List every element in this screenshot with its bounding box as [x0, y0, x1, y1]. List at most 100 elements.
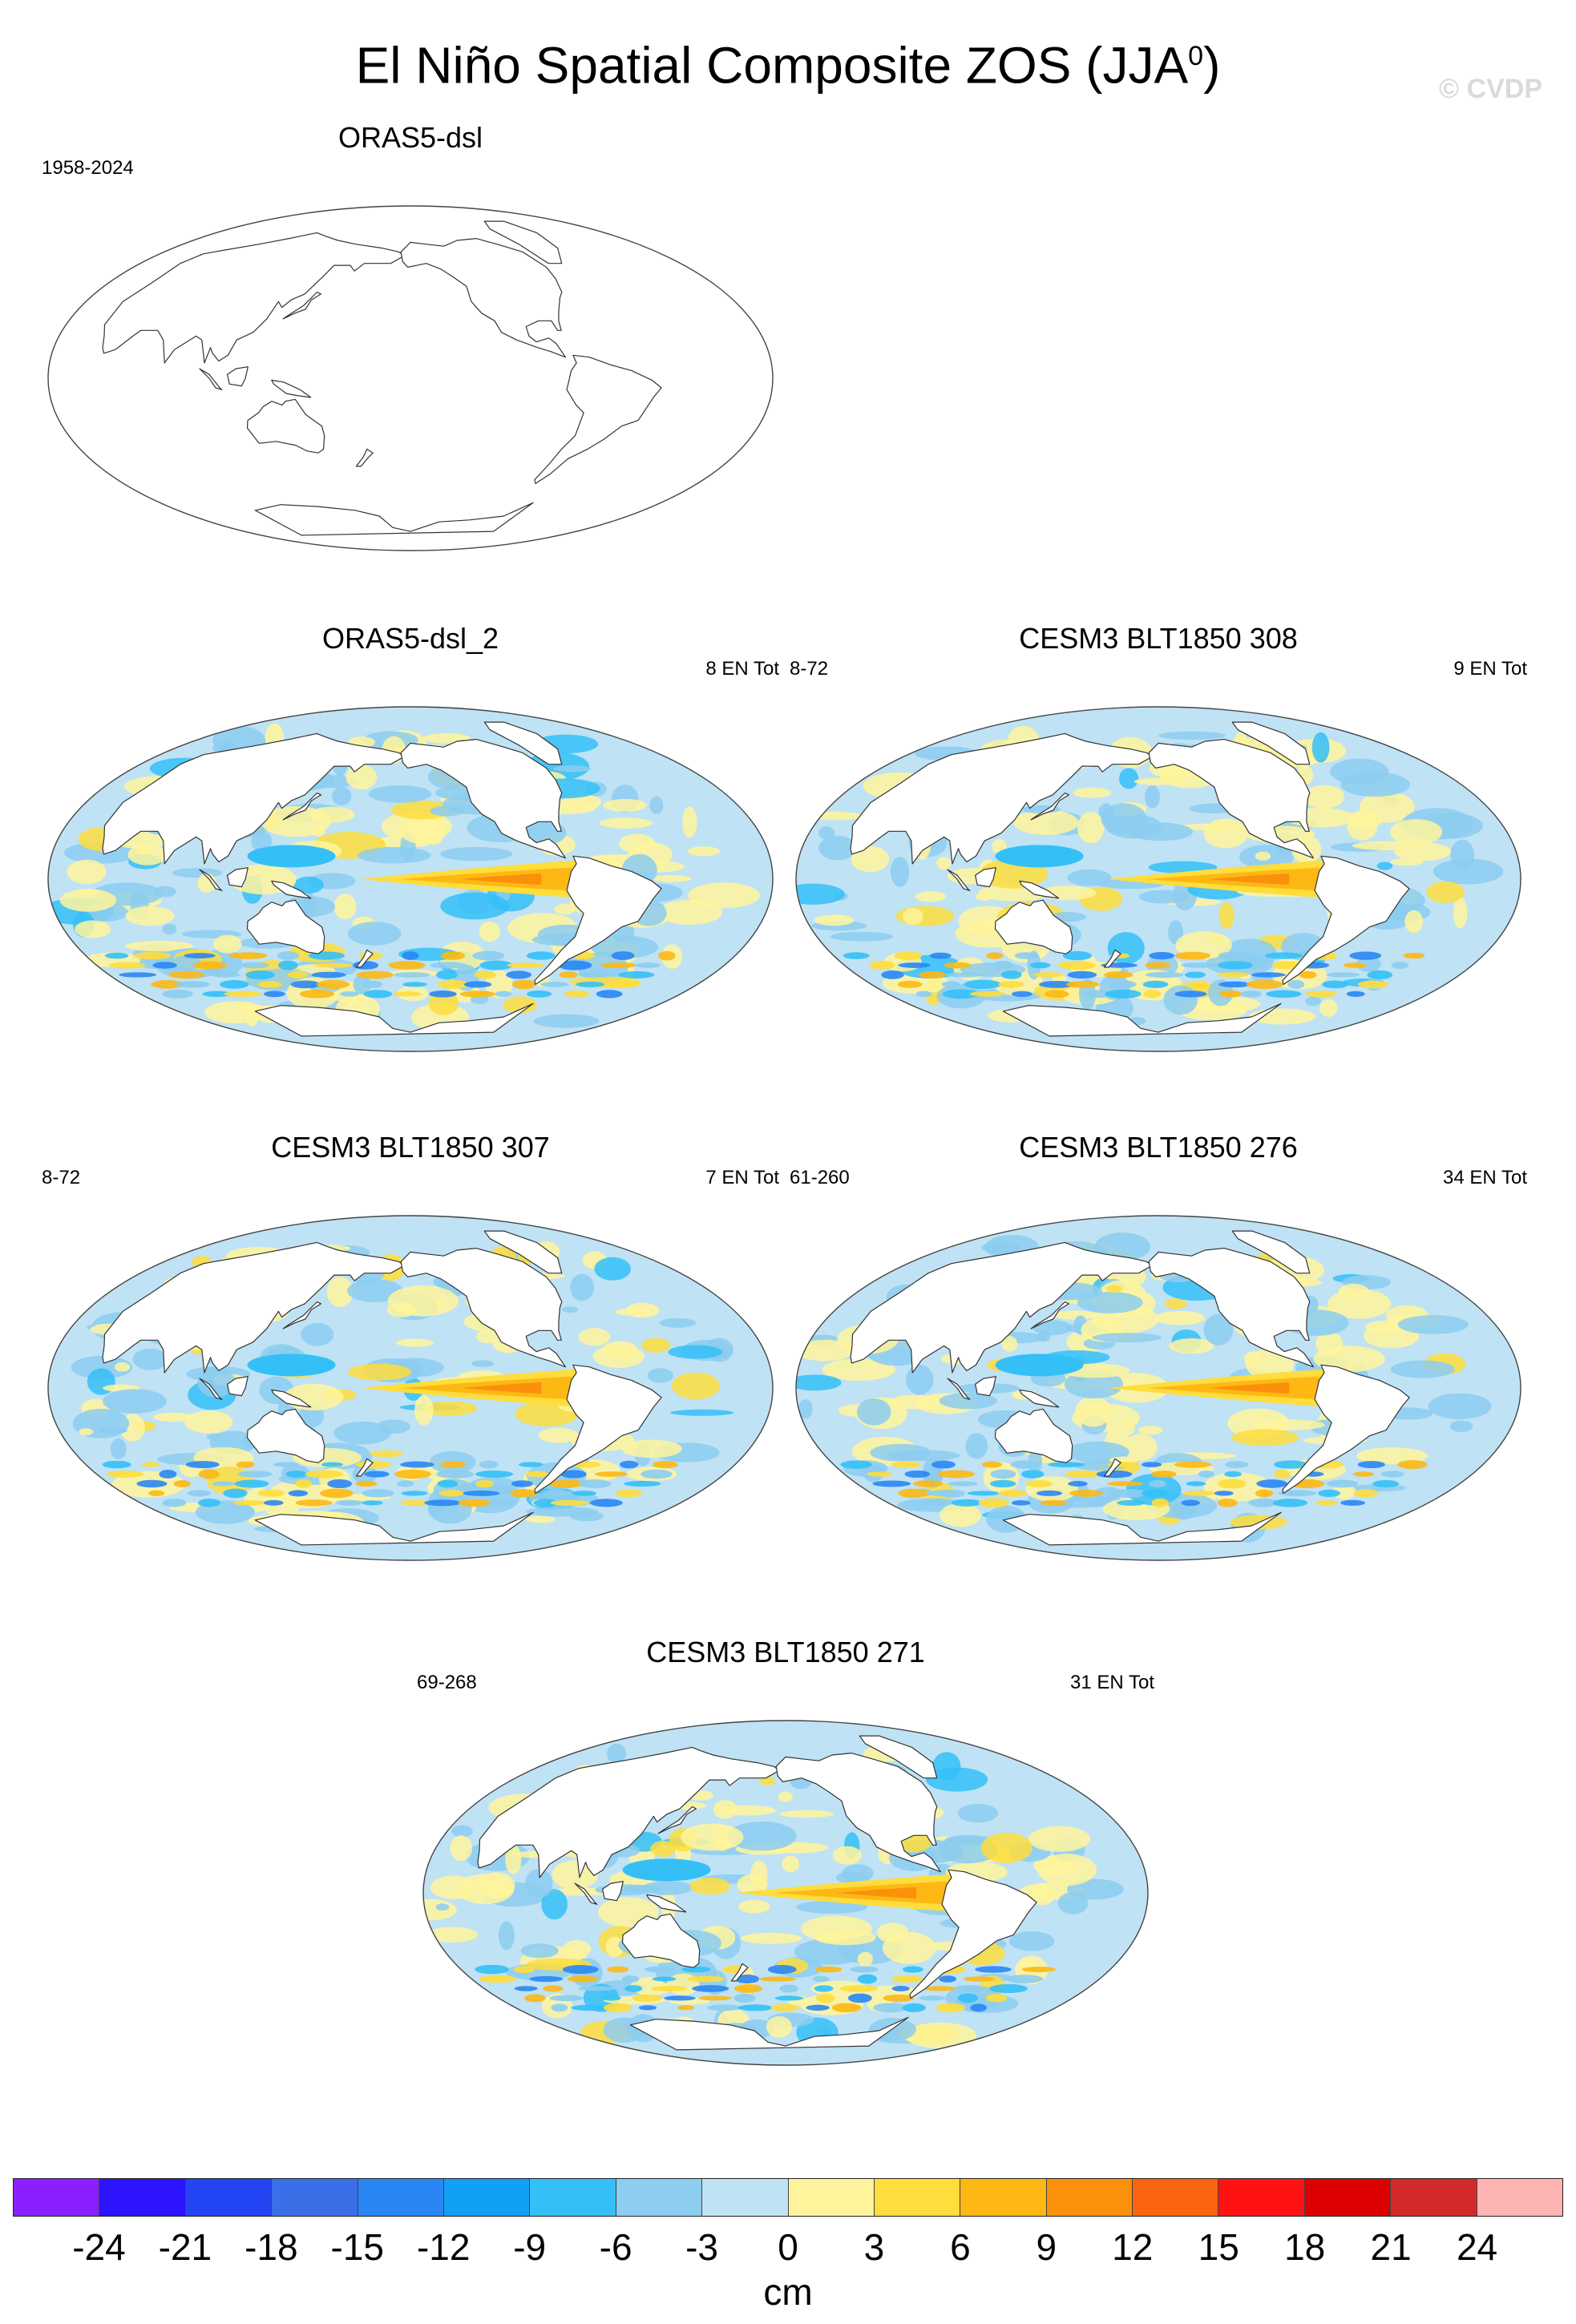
land-mass — [975, 1376, 996, 1397]
southern-ocean-eddy — [479, 1975, 517, 1983]
land-mass — [646, 1894, 687, 1913]
anomaly-patch — [132, 1348, 168, 1370]
colorbar-swatch — [702, 2179, 789, 2216]
land-mass — [1002, 1003, 1282, 1037]
anomaly-patch — [796, 1900, 868, 1914]
southern-ocean-eddy — [578, 1986, 616, 1991]
colorbar-tick-label: -21 — [158, 2226, 212, 2268]
colorbar-swatch — [616, 2179, 703, 2216]
southern-ocean-eddy — [285, 1471, 308, 1478]
anomaly-patch — [1426, 881, 1465, 903]
anomaly-patch — [798, 1399, 813, 1419]
southern-ocean-eddy — [578, 1479, 612, 1488]
anomaly-patch — [1053, 1310, 1098, 1320]
colorbar-swatch — [1304, 2179, 1392, 2216]
southern-ocean-eddy — [437, 979, 469, 989]
anomaly-patch — [369, 1450, 403, 1458]
anomaly-patch — [358, 847, 431, 864]
panel-cesm3-276: CESM3 BLT1850 276 61-260 34 EN Tot — [790, 1130, 1527, 1627]
southern-ocean-eddy — [151, 980, 184, 989]
anomaly-patch — [650, 1841, 677, 1858]
southern-ocean-eddy — [220, 979, 249, 989]
southern-ocean-eddy — [363, 990, 393, 999]
southern-ocean-eddy — [1067, 970, 1097, 979]
anomaly-patch — [505, 1845, 522, 1874]
anomaly-patch — [809, 811, 863, 821]
colorbar-tick-label: 12 — [1112, 2226, 1154, 2268]
el-nino-warm-tongue — [460, 873, 542, 886]
southern-ocean-eddy — [658, 950, 676, 961]
southern-ocean-eddy — [600, 962, 636, 969]
southern-ocean-eddy — [321, 1462, 343, 1467]
map-border — [47, 205, 774, 551]
southern-ocean-eddy — [1011, 1500, 1031, 1506]
anomaly-patch — [1077, 1292, 1143, 1313]
colorbar-tick-label: 3 — [863, 2226, 885, 2268]
anomaly-patch — [726, 1822, 797, 1851]
anomaly-patch — [1075, 1396, 1112, 1427]
southern-ocean-eddy — [1151, 1498, 1170, 1507]
anomaly-patch — [1255, 851, 1271, 861]
land-mass — [271, 379, 312, 398]
southern-ocean-eddy — [898, 962, 931, 968]
southern-ocean-eddy — [257, 1489, 285, 1497]
land-mass — [271, 1389, 312, 1408]
southern-ocean-eddy — [1225, 1461, 1249, 1468]
land-mass — [483, 721, 563, 765]
southern-ocean-eddy — [277, 960, 298, 970]
land-mass — [1002, 1511, 1282, 1546]
southern-ocean-eddy — [320, 1488, 354, 1499]
southern-ocean-eddy — [518, 1462, 544, 1467]
western-pacific-cool-anomaly — [622, 1858, 711, 1882]
southern-ocean-eddy — [615, 1489, 643, 1498]
southern-ocean-eddy — [1005, 1975, 1044, 1983]
panel-oras5-dsl: ORAS5-dsl 1958-2024 — [42, 120, 779, 617]
colorbar-tick-label: -12 — [416, 2226, 471, 2268]
anomaly-patch — [888, 1394, 940, 1410]
anomaly-patch — [599, 817, 653, 829]
colorbar-swatch — [1477, 2179, 1563, 2216]
anomaly-patch — [980, 1832, 1032, 1863]
southern-ocean-eddy — [919, 1995, 946, 2001]
southern-ocean-eddy — [812, 1975, 830, 1983]
southern-ocean-eddy — [1372, 1479, 1400, 1488]
land-mass — [850, 732, 1153, 865]
southern-ocean-eddy — [1322, 980, 1349, 989]
southern-ocean-eddy — [923, 1986, 958, 1991]
anomaly-patch — [856, 1398, 891, 1426]
southern-ocean-eddy — [779, 1984, 799, 1993]
southern-ocean-eddy — [524, 1994, 546, 2003]
southern-ocean-eddy — [1357, 1461, 1386, 1469]
southern-ocean-eddy — [919, 970, 946, 979]
colorbar-swatch — [443, 2179, 531, 2216]
southern-ocean-eddy — [1248, 1498, 1279, 1507]
anomaly-patch — [1218, 902, 1235, 930]
southern-ocean-eddy — [635, 962, 661, 968]
southern-ocean-eddy — [290, 980, 321, 989]
southern-ocean-eddy — [998, 981, 1024, 988]
southern-ocean-eddy — [681, 1966, 711, 1973]
southern-ocean-eddy — [571, 2004, 609, 2011]
southern-ocean-eddy — [1105, 989, 1142, 999]
anomaly-patch — [1145, 785, 1160, 809]
southern-ocean-eddy — [601, 1995, 621, 2001]
southern-ocean-eddy — [1214, 1491, 1234, 1496]
southern-ocean-eddy — [550, 1499, 589, 1507]
southern-ocean-eddy — [687, 1975, 725, 1983]
southern-ocean-eddy — [815, 1966, 843, 1973]
panel-cesm3-271: CESM3 BLT1850 271 69-268 31 EN Tot — [417, 1635, 1154, 2132]
anomaly-patch — [1327, 1289, 1392, 1319]
southern-ocean-eddy — [475, 1471, 514, 1478]
southern-ocean-eddy — [1117, 1499, 1146, 1506]
anomaly-patch — [1123, 1434, 1158, 1461]
panel-title: CESM3 BLT1850 308 — [1019, 622, 1298, 655]
anomaly-patch — [538, 1427, 579, 1443]
southern-ocean-eddy — [134, 951, 172, 960]
southern-ocean-eddy — [624, 1985, 643, 1992]
el-nino-warm-tongue — [835, 1886, 917, 1899]
southern-ocean-eddy — [594, 1471, 628, 1477]
southern-ocean-eddy — [1182, 1490, 1216, 1496]
southern-ocean-eddy — [1080, 990, 1115, 999]
anomaly-patch — [1029, 1883, 1056, 1906]
anomaly-patch — [1390, 857, 1424, 866]
